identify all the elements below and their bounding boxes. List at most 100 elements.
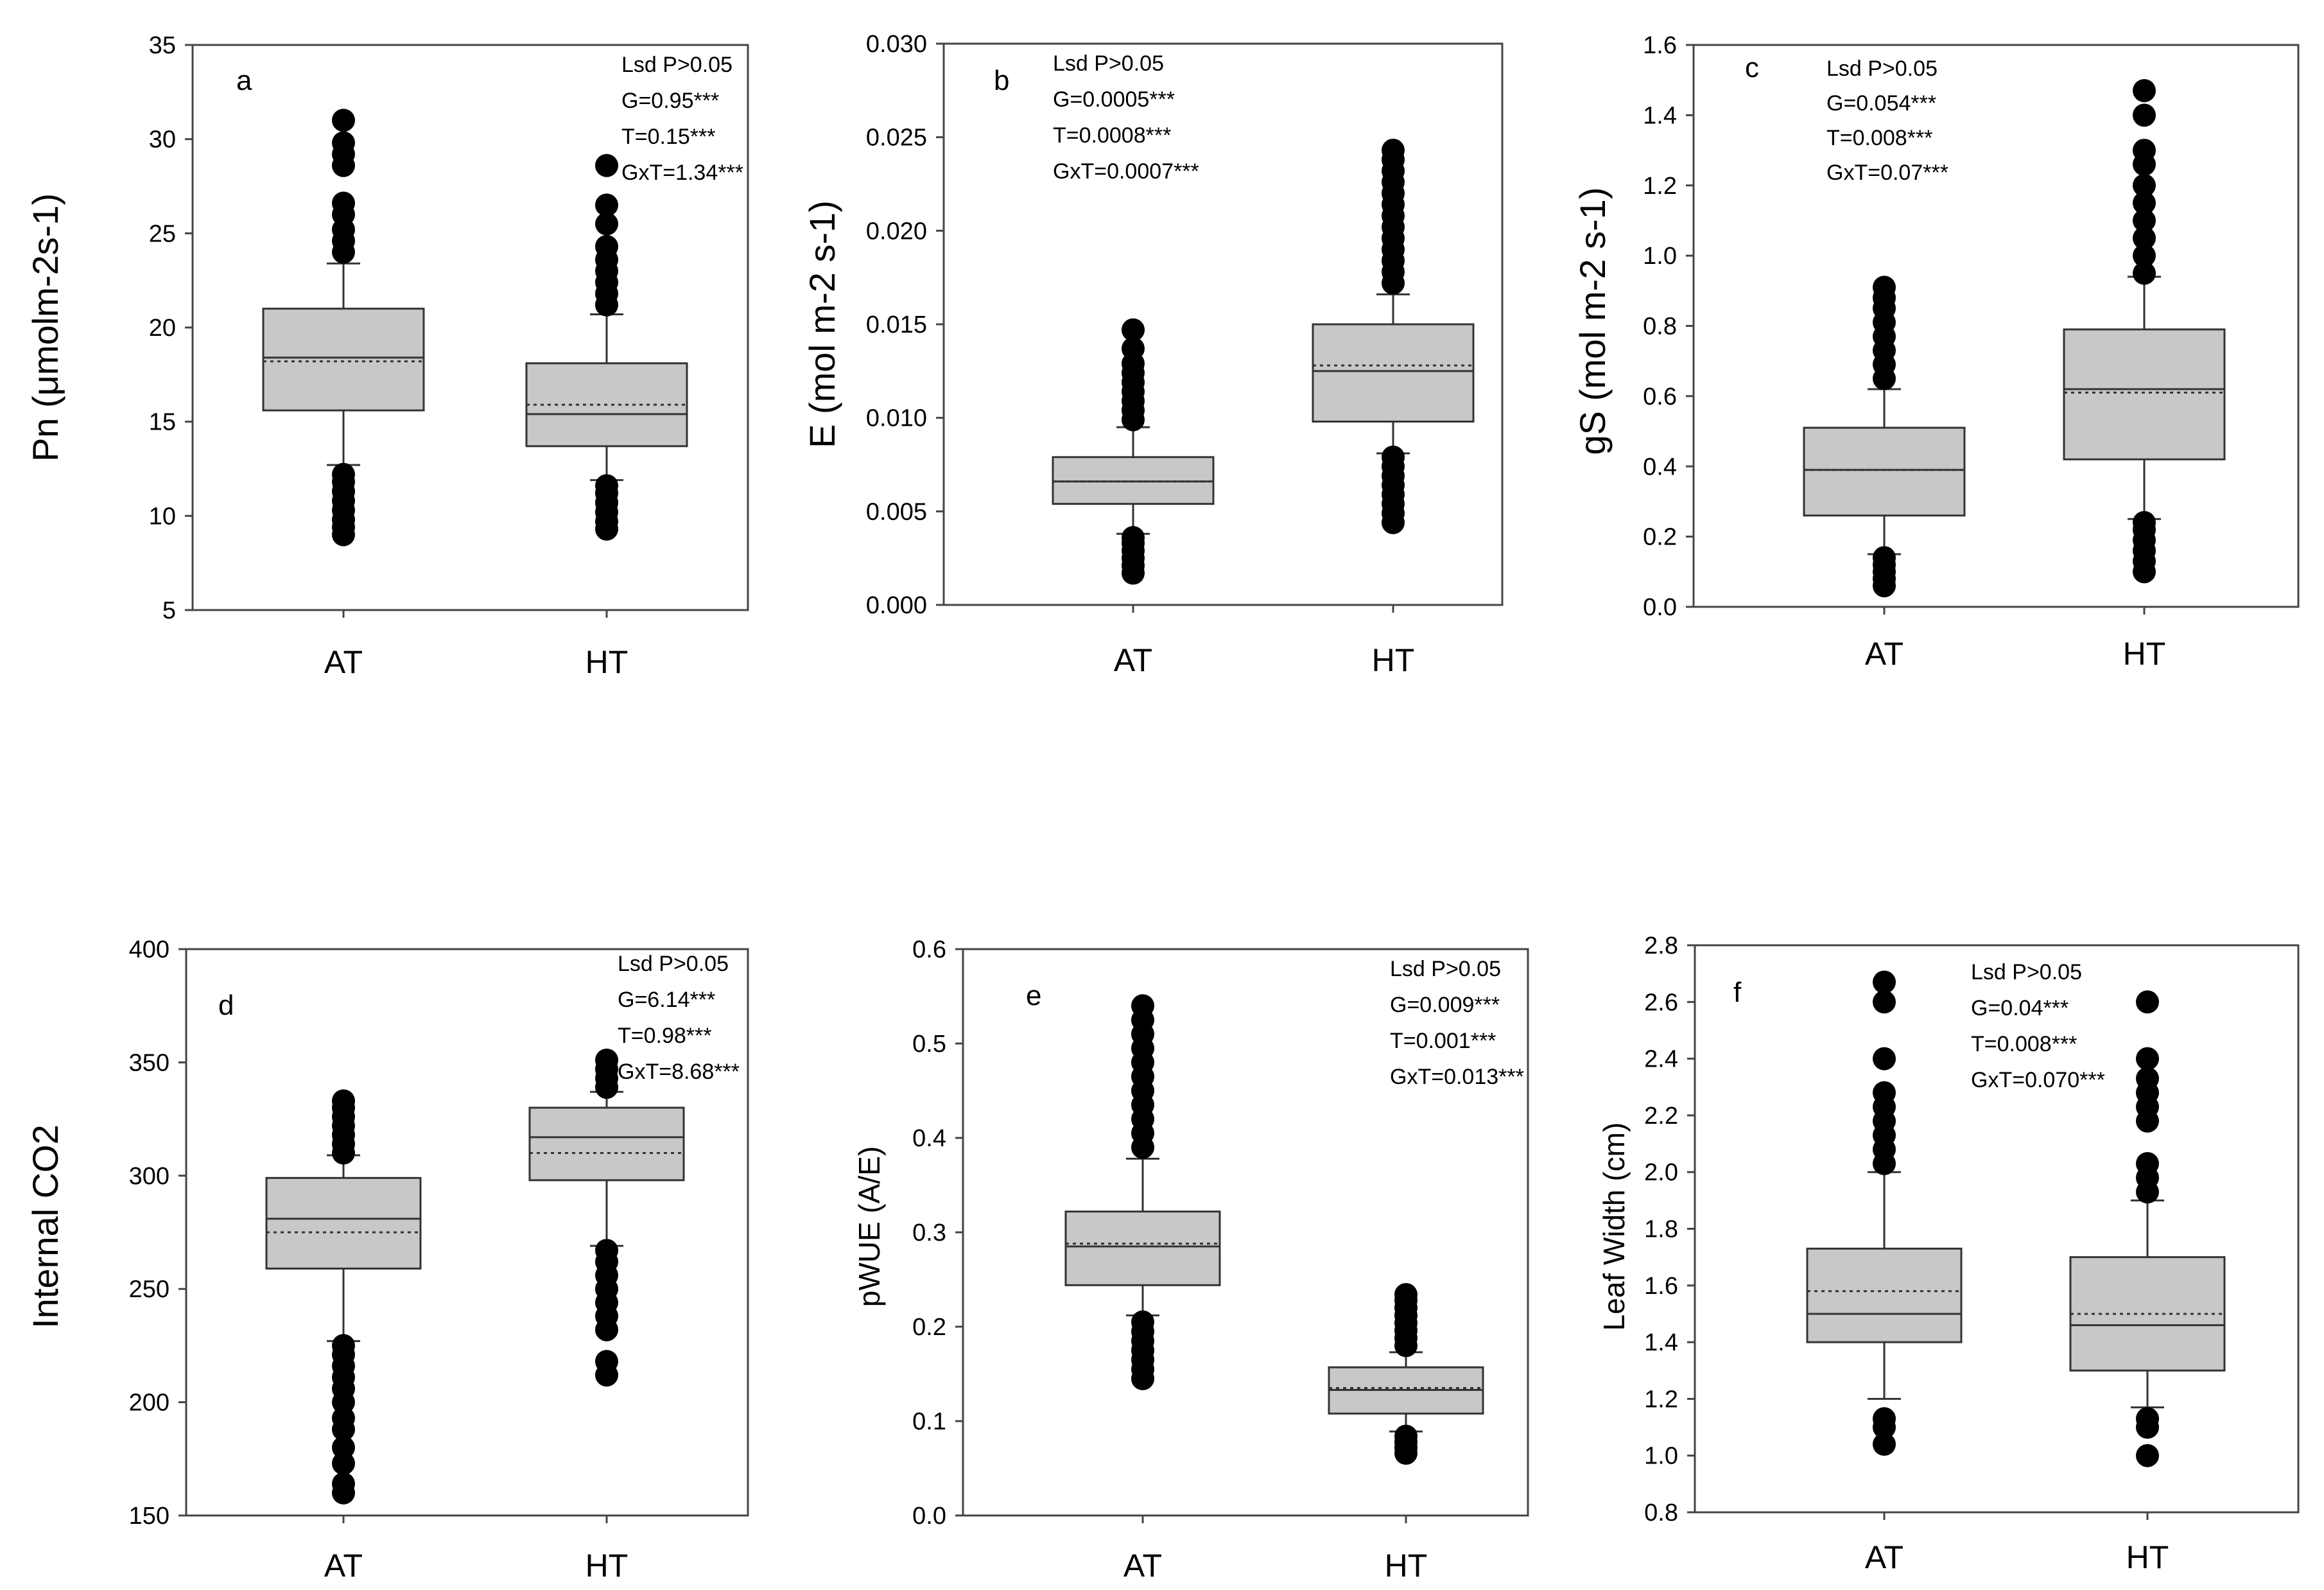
panel-f-ht-outlier-point: [2136, 1444, 2159, 1467]
panel-f-y-tick-label: 1.4: [1644, 1329, 1678, 1356]
panel-f-y-tick-label: 2.0: [1644, 1159, 1678, 1186]
panel-d: 150 200 250 300 350 400 AT HT d Lsd P>0.05 G=6.14*…: [25, 936, 749, 1584]
panel-a-stat-line: Lsd P>0.05: [621, 53, 733, 77]
panel-c-ht-outlier-point: [2133, 209, 2156, 232]
panel-c-y-tick-label: 0.8: [1643, 313, 1677, 340]
panel-d-y-tick-label: 400: [129, 936, 169, 963]
panel-d-at-box: [265, 1176, 422, 1270]
panel-c-y-tick-label: 1.6: [1643, 32, 1677, 59]
panel-a-y-axis-label: Pn (μmolm-2s-1): [25, 193, 65, 462]
panel-f-y-tick-label: 2.6: [1644, 989, 1678, 1016]
panel-b-y-tick-label: 0.030: [866, 31, 927, 58]
panel-b-y-tick-label: 0.000: [866, 592, 927, 619]
panel-e-y-tick-label: 0.2: [912, 1314, 946, 1341]
panel-c-ht-outlier-point: [2133, 226, 2156, 250]
panel-e-stat-line: GxT=0.013***: [1390, 1065, 1524, 1089]
panel-e-letter: e: [1026, 980, 1041, 1011]
panel-d-plot-frame: [185, 948, 749, 1517]
panel-f-at-outlier-point: [1873, 1433, 1896, 1456]
panel-f-y-tick-label: 0.8: [1644, 1499, 1678, 1526]
panel-b: 0.000 0.005 0.010 0.015 0.020 0.025 0.030 AT HT b…: [802, 31, 1504, 678]
panel-c-ht-outlier-point: [2133, 511, 2156, 534]
panel-d-y-tick-label: 350: [129, 1049, 169, 1076]
panel-d-at-outlier-point: [332, 1472, 355, 1496]
panel-c-ht-outlier-point: [2133, 191, 2156, 215]
panel-d-stat-line: GxT=8.68***: [618, 1060, 740, 1084]
panel-a-stat-line: G=0.95***: [621, 89, 719, 113]
panel-f-y-tick-label: 2.2: [1644, 1103, 1678, 1130]
panel-f-y-axis-label: Leaf Width (cm): [1597, 1123, 1631, 1331]
panel-f-plot-frame: [1694, 944, 2300, 1514]
panel-e-stat-line: Lsd P>0.05: [1390, 957, 1501, 981]
panel-d-y-axis-label: Internal CO2: [25, 1124, 65, 1329]
panel-d-letter: d: [218, 990, 234, 1021]
panel-e-stat-line: T=0.001***: [1390, 1029, 1496, 1053]
panel-f-y-tick-label: 2.8: [1644, 932, 1678, 959]
panel-c-plot-frame: [1692, 44, 2300, 608]
panel-b-y-tick-label: 0.010: [866, 405, 927, 432]
panel-a-y-tick-label: 35: [149, 32, 176, 59]
panel-d-at-outlier-point: [332, 1334, 355, 1358]
panel-b-stat-line: Lsd P>0.05: [1053, 51, 1164, 76]
panel-b-at-outlier-point: [1122, 526, 1145, 550]
panel-c-ht-outlier-point: [2133, 173, 2156, 197]
panel-a-at-box: [262, 308, 425, 412]
panel-d-category-label-at: AT: [324, 1548, 363, 1584]
panel-c-ht-outlier-point: [2133, 79, 2156, 103]
panel-b-at-outlier-point: [1122, 318, 1145, 342]
panel-f-at-box: [1806, 1247, 1963, 1343]
panel-a-at-outlier-point: [332, 131, 355, 155]
panel-d-ht-box: [528, 1106, 685, 1182]
panel-a-y-tick-label: 25: [149, 220, 176, 247]
panel-d-y-tick-label: 250: [129, 1276, 169, 1303]
panel-f-stat-line: Lsd P>0.05: [1971, 960, 2082, 984]
panel-c-stat-line: G=0.054***: [1826, 91, 1936, 116]
panel-c-stat-line: GxT=0.07***: [1826, 161, 1948, 185]
panel-e: 0.0 0.1 0.2 0.3 0.4 0.5 0.6 AT HT e Lsd P>0.05 G=0.…: [853, 936, 1529, 1584]
panel-a-ht-outlier-point: [595, 153, 618, 177]
panel-d-at-outlier-point: [332, 1436, 355, 1460]
panel-f-category-label-at: AT: [1865, 1539, 1903, 1575]
panel-d-stat-line: T=0.98***: [618, 1024, 712, 1048]
panel-c-y-tick-label: 1.0: [1643, 243, 1677, 270]
panel-e-y-tick-label: 0.3: [912, 1219, 946, 1246]
panel-b-y-axis-label: E (mol m-2 s-1): [802, 200, 842, 448]
panel-e-y-tick-label: 0.0: [912, 1503, 946, 1530]
panel-c-y-tick-label: 1.2: [1643, 173, 1677, 200]
panel-f-at-outlier-point: [1873, 1047, 1896, 1070]
panel-c-y-axis-label: gS (mol m-2 s-1): [1572, 188, 1613, 455]
panel-f-ht-box: [2069, 1256, 2226, 1372]
panel-a-letter: a: [236, 65, 252, 96]
panel-a-stat-line: GxT=1.34***: [621, 161, 743, 185]
panel-a-category-label-at: AT: [324, 644, 363, 680]
panel-c-at-box: [1803, 426, 1966, 517]
panel-c-y-tick-label: 0.6: [1643, 383, 1677, 410]
panel-f-at-outlier-point: [1873, 990, 1896, 1014]
panel-f-y-tick-label: 1.2: [1644, 1386, 1678, 1413]
panel-c-ht-outlier-point: [2133, 139, 2156, 162]
panel-f-ht-outlier-point: [2136, 1407, 2159, 1431]
panel-e-category-label-ht: HT: [1385, 1548, 1428, 1584]
panel-b-ht-outlier-point: [1382, 445, 1405, 469]
panel-e-at-box: [1064, 1210, 1221, 1286]
panel-f-at-outlier-point: [1873, 1081, 1896, 1105]
panel-e-ht-outlier-point: [1394, 1424, 1418, 1448]
panel-a-y-tick-label: 10: [149, 503, 176, 530]
panel-f-letter: f: [1733, 977, 1742, 1008]
panel-f-stat-line: GxT=0.070***: [1971, 1068, 2105, 1092]
panel-c-y-tick-label: 0.4: [1643, 453, 1677, 480]
panel-a-at-outlier-point: [332, 462, 355, 486]
panel-f-y-tick-label: 1.6: [1644, 1273, 1678, 1300]
panel-e-stat-line: G=0.009***: [1390, 993, 1500, 1017]
panel-b-stat-line: T=0.0008***: [1053, 123, 1171, 148]
panel-d-ht-outlier-point: [595, 1350, 618, 1374]
panel-c-y-tick-label: 0.2: [1643, 524, 1677, 551]
panel-b-letter: b: [994, 65, 1009, 96]
panel-b-stat-line: G=0.0005***: [1053, 87, 1175, 112]
panel-c-category-label-at: AT: [1865, 636, 1903, 672]
panel-e-y-tick-label: 0.4: [912, 1125, 946, 1152]
panel-b-category-label-ht: HT: [1372, 642, 1415, 678]
panel-c-y-tick-label: 1.4: [1643, 102, 1677, 129]
panel-a-category-label-ht: HT: [585, 644, 629, 680]
